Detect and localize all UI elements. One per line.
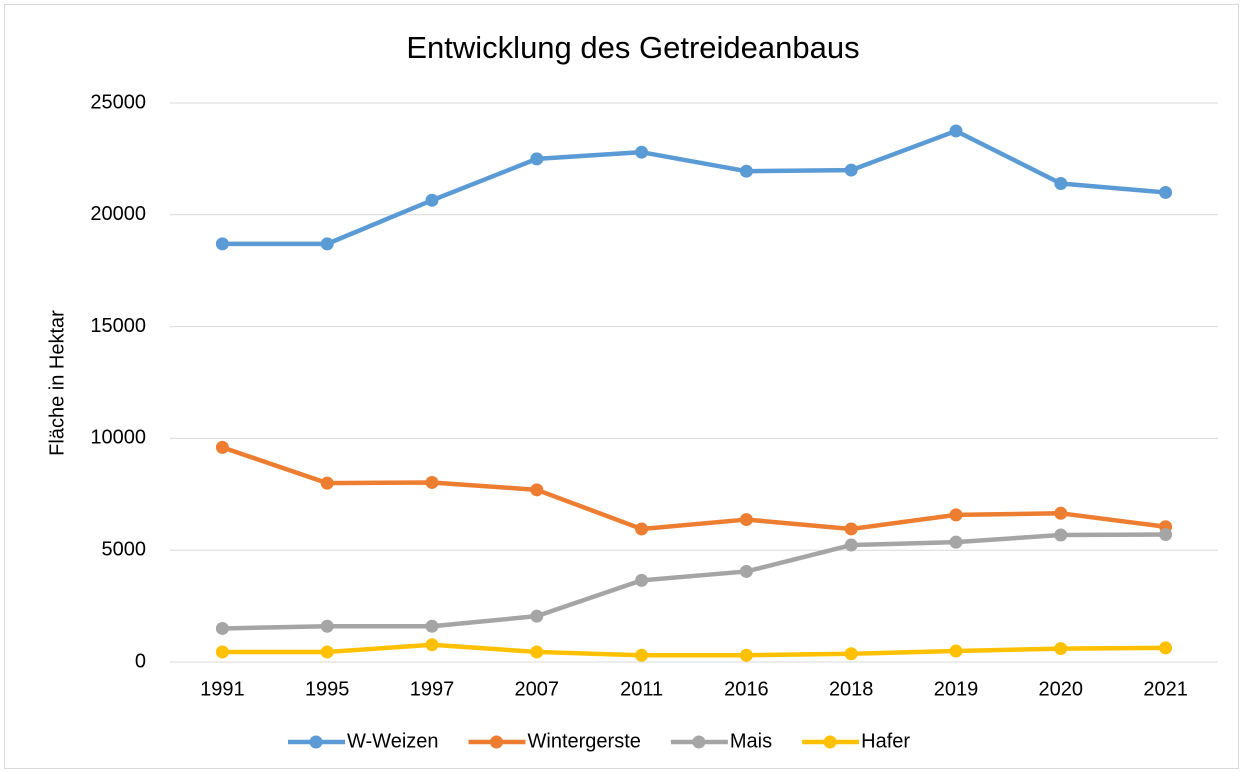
series-line [222, 532, 1166, 631]
data-point [739, 164, 753, 178]
x-tick-label: 2021 [1143, 678, 1188, 700]
data-point [425, 638, 439, 652]
legend-marker [309, 735, 323, 749]
data-point [1159, 528, 1173, 542]
x-tick-label: 1995 [305, 678, 350, 700]
series-line [221, 445, 1166, 532]
data-point [530, 609, 544, 623]
data-point [320, 645, 334, 659]
data-point [1159, 185, 1173, 199]
x-tick-label: 2020 [1039, 678, 1084, 700]
data-point [530, 152, 544, 166]
y-tick-label: 10000 [90, 427, 146, 449]
data-point [844, 538, 858, 552]
y-tick-label: 15000 [90, 315, 146, 337]
legend-label: W-Weizen [347, 730, 439, 752]
x-tick-label: 1997 [410, 678, 455, 700]
data-point [949, 644, 963, 658]
data-point [635, 573, 649, 587]
data-point [844, 163, 858, 177]
x-tick-label: 2018 [829, 678, 874, 700]
data-point [1054, 176, 1068, 190]
data-point [1054, 528, 1068, 542]
legend-marker [692, 735, 706, 749]
legend-label: Hafer [861, 730, 910, 752]
y-tick-label: 0 [135, 650, 146, 672]
data-point [949, 535, 963, 549]
data-point [739, 648, 753, 662]
data-point [320, 237, 334, 251]
y-tick-label: 20000 [90, 203, 146, 225]
data-point [215, 440, 229, 454]
y-tick-label: 5000 [102, 538, 147, 560]
data-point [949, 124, 963, 138]
data-point [425, 619, 439, 633]
legend-marker [823, 735, 837, 749]
data-point [739, 513, 753, 527]
legend-label: Mais [730, 730, 772, 752]
series-line [222, 642, 1166, 658]
data-point [1159, 641, 1173, 655]
data-point [635, 648, 649, 662]
legend-marker [490, 735, 504, 749]
data-point [1054, 642, 1068, 656]
chart-border [4, 4, 1239, 769]
data-point [1054, 506, 1068, 520]
data-point [215, 621, 229, 635]
y-axis-label: Fläche in Hektar [46, 310, 68, 456]
data-point [844, 647, 858, 661]
x-tick-label: 2016 [724, 678, 769, 700]
x-tick-label: 2007 [515, 678, 560, 700]
data-point [320, 619, 334, 633]
data-point [635, 522, 649, 536]
data-point [530, 645, 544, 659]
legend-label: Wintergerste [528, 730, 641, 752]
chart-title: Entwicklung des Getreideanbaus [406, 30, 859, 65]
y-tick-label: 25000 [90, 91, 146, 113]
data-point [215, 645, 229, 659]
data-point [425, 475, 439, 489]
x-tick-label: 2019 [934, 678, 979, 700]
data-point [320, 476, 334, 490]
x-tick-label: 1991 [200, 678, 245, 700]
x-tick-label: 2011 [620, 678, 663, 700]
data-point [215, 237, 229, 251]
data-point [425, 193, 439, 207]
data-point [844, 522, 858, 536]
data-point [739, 564, 753, 578]
data-point [635, 145, 649, 159]
data-point [530, 483, 544, 497]
series-line [222, 128, 1166, 247]
data-point [949, 508, 963, 522]
